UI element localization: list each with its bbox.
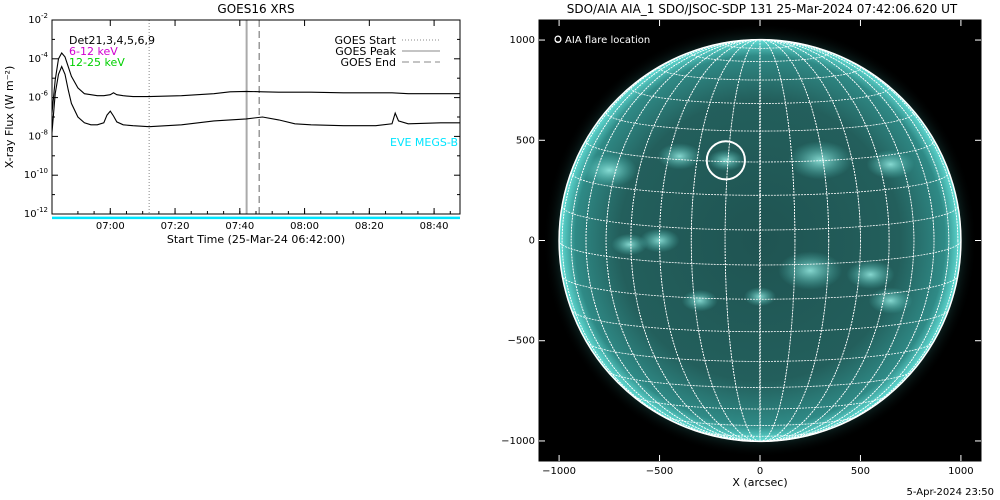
goes-legend-right-entry: GOES End <box>340 56 396 69</box>
solar-limb <box>558 38 962 443</box>
latitude-grid-line <box>570 308 950 333</box>
goes-legend-right-entry: GOES Peak <box>335 45 396 58</box>
flare-legend-circle-icon <box>554 35 562 43</box>
goes-y-tick-label: 10-6 <box>28 90 48 104</box>
aia-image-title: SDO/AIA AIA_1 SDO/JSOC-SDP 131 25-Mar-20… <box>567 2 958 16</box>
goes-y-tick-label: 10-2 <box>28 12 48 26</box>
goes-chart-title: GOES16 XRS <box>217 2 294 16</box>
goes-x-tick-label: 08:00 <box>290 221 319 232</box>
latitude-grid-line <box>558 240 962 266</box>
aia-image-panel: SDO/AIA AIA_1 SDO/JSOC-SDP 131 25-Mar-20… <box>501 2 982 489</box>
goes-x-tick-label: 07:20 <box>161 221 190 232</box>
aia-x-tick-label: 0 <box>757 466 763 477</box>
goes-legend-right-entry: GOES Start <box>335 34 397 47</box>
aia-flare-legend: O AIA flare location <box>554 35 650 46</box>
footer-timestamp: 5-Apr-2024 23:50 <box>906 487 994 498</box>
goes-y-tick-label: 10-12 <box>24 206 48 220</box>
goes-legend-left-entry: 12-25 keV <box>69 56 125 69</box>
active-region-patch <box>581 153 638 188</box>
goes-series-line <box>51 65 460 133</box>
goes-x-axis-label: Start Time (25-Mar-24 06:42:00) <box>167 233 345 246</box>
aia-x-tick-label: −500 <box>646 466 673 477</box>
aia-y-tick-label: 500 <box>516 135 535 146</box>
goes-xrs-chart: GOES16 XRS 10-2 10-4 10-6 10-8 10-10 10-12 07:… <box>3 2 461 246</box>
aia-x-tick-label: 1000 <box>948 466 973 477</box>
solar-disk <box>559 39 961 442</box>
goes-y-tick-label: 10-8 <box>28 128 48 142</box>
goes-series-line <box>51 52 460 114</box>
aia-x-tick-label: −1000 <box>542 466 576 477</box>
goes-y-tick-label: 10-4 <box>28 51 48 65</box>
active-region-patch <box>866 149 915 179</box>
active-region-patch <box>611 233 648 256</box>
goes-x-tick-label: 08:40 <box>420 221 449 232</box>
aia-x-axis-label: X (arcsec) <box>732 476 787 489</box>
goes-x-tick-label: 08:20 <box>355 221 384 232</box>
active-region-patch <box>778 251 843 290</box>
aia-y-tick-label: 0 <box>529 236 535 247</box>
latitude-grid-line <box>561 205 959 231</box>
latitude-grid-line <box>605 112 915 132</box>
active-region-patch <box>846 260 895 289</box>
goes-plot-frame <box>51 19 461 215</box>
active-region-patch <box>681 289 718 312</box>
goes-y-axis-label: X-ray Flux (W m⁻²) <box>3 66 16 168</box>
longitude-grid-line <box>759 39 761 442</box>
aia-y-tick-label: −500 <box>508 336 535 347</box>
goes-legend-left-entry: 6-12 keV <box>69 45 118 58</box>
latitude-grid-line <box>585 140 935 163</box>
goes-x-tick-label: 07:40 <box>225 221 254 232</box>
aia-y-tick-label: −1000 <box>501 436 535 447</box>
aia-y-tick-label: 1000 <box>510 35 535 46</box>
goes-legend-left-entry: Det21,3,4,5,6,9 <box>69 34 155 47</box>
active-region-patch <box>657 143 702 170</box>
active-region-patch <box>744 287 776 307</box>
goes-x-tick-label: 07:00 <box>96 221 125 232</box>
active-region-patch <box>707 149 744 172</box>
goes-y-tick-label: 10-10 <box>24 167 48 181</box>
latitude-grid-line <box>561 275 959 300</box>
latitude-grid-line <box>630 87 890 104</box>
aia-x-tick-label: 500 <box>851 466 870 477</box>
eve-megs-label: EVE MEGS-B <box>390 136 458 149</box>
flare-location-circle <box>705 140 746 181</box>
